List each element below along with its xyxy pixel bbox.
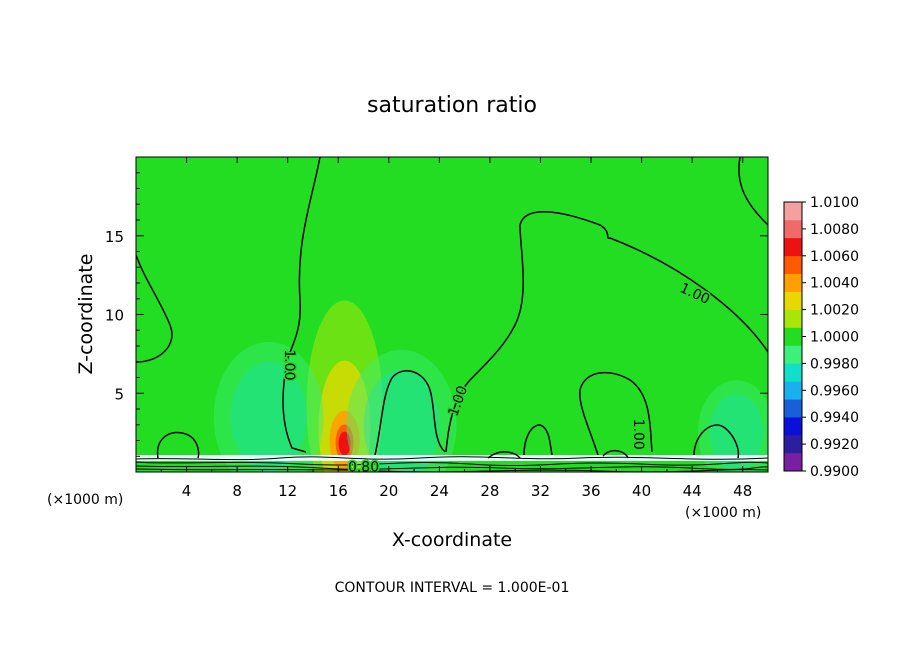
contour-line xyxy=(602,449,629,459)
colorbar-label: 0.9900 xyxy=(810,464,859,480)
colorbar-swatch xyxy=(784,273,802,292)
colorbar-label: 0.9980 xyxy=(810,356,859,372)
colorbar-label: 1.0020 xyxy=(810,303,859,319)
x-tick-label: 24 xyxy=(430,482,449,500)
minimum-shading xyxy=(697,380,768,472)
minimum-shading xyxy=(346,349,457,472)
contour-line xyxy=(136,254,173,363)
maximum-shading xyxy=(338,431,351,456)
x-tick-label: 4 xyxy=(182,482,192,500)
colorbar-label: 1.0100 xyxy=(810,195,859,211)
field-background xyxy=(136,157,768,472)
x-tick-label: 40 xyxy=(632,482,651,500)
x-tick-label: 12 xyxy=(278,482,297,500)
colorbar: 0.9900 0.9920 0.9940 0.9960 0.9980 1.0000 1.00… xyxy=(783,195,859,480)
colorbar-label: 0.9940 xyxy=(810,410,859,426)
colorbar-swatch xyxy=(784,345,802,364)
contour-label: 0.80 xyxy=(348,459,379,475)
contour-line xyxy=(156,431,200,459)
colorbar-swatch xyxy=(784,399,802,418)
contour-label: 1.00 xyxy=(630,419,646,450)
minimum-shading xyxy=(363,369,440,472)
chart-title: saturation ratio xyxy=(367,93,537,118)
x-tick-label: 44 xyxy=(683,482,702,500)
x-tick-label: 28 xyxy=(480,482,499,500)
surface-band xyxy=(136,455,768,461)
colorbar-swatch xyxy=(784,453,802,472)
colorbar-label: 1.0080 xyxy=(810,222,859,238)
x-axis-label: X-coordinate xyxy=(392,529,512,551)
surface-contour xyxy=(136,461,768,467)
colorbar-swatch xyxy=(784,435,802,454)
colorbar-swatch xyxy=(784,363,802,382)
minimum-shading xyxy=(709,394,764,472)
colorbar-label: 0.9920 xyxy=(810,437,859,453)
contour-interval-note: CONTOUR INTERVAL = 1.000E-01 xyxy=(335,580,570,596)
y-tick-label: 15 xyxy=(105,228,124,246)
contour-line xyxy=(445,211,768,453)
contour-line xyxy=(282,157,321,453)
colorbar-label: 1.0000 xyxy=(810,330,859,346)
contour-label: 1.00 xyxy=(281,349,297,380)
minimum-shading xyxy=(230,361,307,472)
y-tick-label: 5 xyxy=(114,385,124,403)
x-tick-label: 16 xyxy=(329,482,348,500)
x-tick-label: 8 xyxy=(232,482,242,500)
colorbar-swatch xyxy=(784,202,802,221)
x-tick-label: 20 xyxy=(379,482,398,500)
colorbar-swatch xyxy=(784,237,802,257)
colorbar-swatch xyxy=(784,309,802,328)
minimum-shading xyxy=(213,341,324,472)
colorbar-swatch xyxy=(784,381,802,400)
contour-line xyxy=(523,424,553,456)
y-axis-label: Z-coordinate xyxy=(75,254,97,375)
x-unit-label-right: (×1000 m) xyxy=(685,505,761,521)
contour-line xyxy=(374,370,446,456)
colorbar-swatch xyxy=(784,327,802,346)
colorbar-swatch xyxy=(784,255,802,275)
y-tick-label: 10 xyxy=(105,307,124,325)
contour-line xyxy=(487,451,521,459)
colorbar-swatch xyxy=(784,291,802,310)
colorbar-label: 0.9960 xyxy=(810,383,859,399)
surface-contour xyxy=(136,468,768,472)
x-tick-label: 48 xyxy=(733,482,752,500)
x-tick-label: 36 xyxy=(581,482,600,500)
surface-contour xyxy=(136,465,768,470)
contour-line xyxy=(738,157,768,226)
colorbar-swatch xyxy=(784,219,802,239)
colorbar-swatch xyxy=(784,417,802,436)
x-tick-label: 32 xyxy=(531,482,550,500)
contour-line xyxy=(693,424,740,459)
colorbar-label: 1.0040 xyxy=(810,276,859,292)
x-unit-label-left: (×1000 m) xyxy=(47,492,123,508)
contour-line xyxy=(579,371,653,456)
surface-contour xyxy=(136,456,768,461)
plot-field: 1.001.001.001.000.80 xyxy=(136,157,768,475)
colorbar-label: 1.0060 xyxy=(810,249,859,265)
